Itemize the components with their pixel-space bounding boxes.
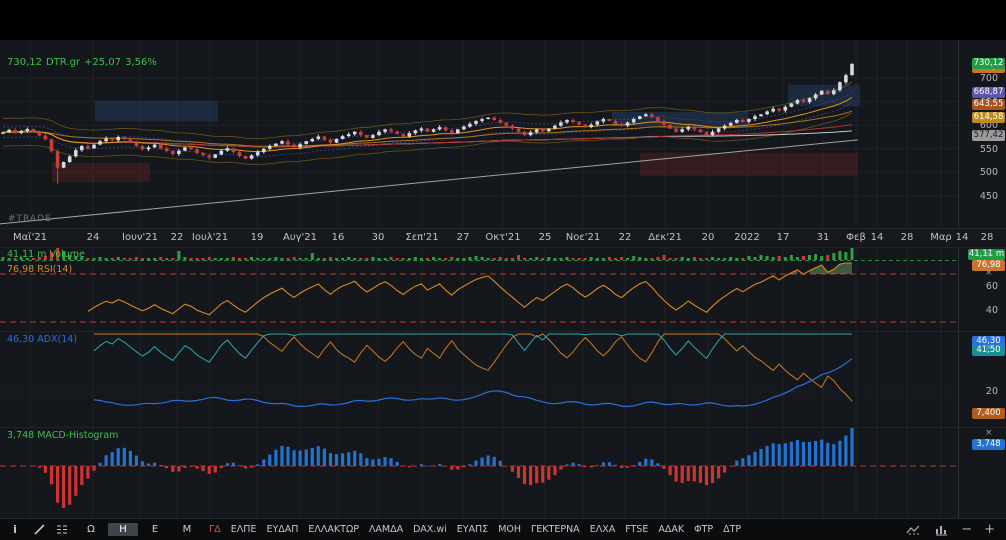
x-axis-label: 16 [331, 232, 345, 243]
symbol-legend: 730,12 DTR.gr +25,07 3,56% [7, 57, 161, 68]
watermark: #TRADE [8, 214, 52, 224]
price-chart-pane[interactable]: 730,12 DTR.gr +25,07 3,56% #TRADE [0, 40, 1006, 228]
ticker-item-ΕΛΠΕ[interactable]: ΕΛΠΕ [230, 524, 257, 535]
macd-canvas[interactable] [0, 428, 958, 518]
close-indicator-icon[interactable]: × [985, 343, 993, 353]
macd-label: 3,748 MACD-Histogram [7, 430, 119, 441]
tab-Μ[interactable]: Μ [182, 524, 192, 535]
close-indicator-icon[interactable]: × [985, 268, 993, 278]
pencil-icon[interactable] [28, 521, 50, 538]
ticker-item-FTSE[interactable]: FTSE [625, 524, 649, 535]
ticker-item-ΕΥΑΠΣ[interactable]: ΕΥΑΠΣ [456, 524, 489, 535]
x-axis-label: 20 [701, 232, 715, 243]
ticker-item-ΔΤΡ[interactable]: ΔΤΡ [723, 524, 742, 535]
tab-Η[interactable]: Η [108, 523, 138, 536]
x-axis-label: 22 [618, 232, 632, 243]
histogram-icon[interactable] [930, 521, 952, 538]
x-axis-label: 31 [816, 232, 830, 243]
last-price: 730,12 [7, 57, 42, 68]
tab-Ε[interactable]: Ε [151, 524, 159, 535]
ticker-item-ΕΛΧΑ[interactable]: ΕΛΧΑ [589, 524, 616, 535]
x-axis-label: Μαϊ'21 [12, 232, 48, 243]
main-chart-canvas[interactable] [0, 40, 958, 228]
x-axis-label: Σεπ'21 [405, 232, 439, 243]
rsi-label: 76,98 RSI(14) [7, 264, 73, 275]
x-axis-label: Δεκ'21 [648, 232, 682, 243]
volume-canvas[interactable] [0, 248, 958, 261]
list-icon[interactable] [52, 521, 74, 538]
ticker-item-ΜΟΗ[interactable]: ΜΟΗ [498, 524, 522, 535]
x-axis-label: 28 [900, 232, 914, 243]
volume-pane[interactable] [0, 248, 1006, 261]
x-axis-label: 14 [870, 232, 884, 243]
x-axis-label: 30 [371, 232, 385, 243]
x-axis-label: 17 [776, 232, 790, 243]
x-axis-label: Φεβ [846, 232, 866, 243]
x-axis-label: Ιουν'21 [122, 232, 158, 243]
ticker-item-ΓΕΚΤΕΡΝΑ[interactable]: ΓΕΚΤΕΡΝΑ [531, 524, 580, 535]
x-axis-label: 28 [980, 232, 994, 243]
x-axis-label: 14 [955, 232, 969, 243]
rsi-canvas[interactable] [0, 261, 958, 331]
x-axis-label: Μαρ [930, 232, 952, 243]
zoom-in-button[interactable]: + [984, 522, 995, 537]
chart-type-icon[interactable] [902, 521, 924, 538]
x-axis-label: 19 [250, 232, 264, 243]
ticker-item-ΦΤΡ[interactable]: ΦΤΡ [694, 524, 714, 535]
time-axis[interactable]: Μαϊ'21 24 Ιουν'21 22 Ιουλ'21 19 Αυγ'21 16 30 Σεπ'… [0, 228, 1006, 248]
price-change: +25,07 [84, 57, 122, 68]
x-axis-label: 24 [86, 232, 100, 243]
volume-label: 41,11 m Volume [7, 249, 85, 260]
adx-canvas[interactable] [0, 332, 958, 427]
ticker-strip: ΓΔ ΕΛΠΕ ΕΥΔΑΠ ΕΛΛΑΚΤΩΡ ΛΑΜΔΑ DAX.wi ΕΥΑΠΣ ΜΟΗ ΓΕ… [204, 523, 746, 536]
adx-label: 46,30 ADX(14) [7, 334, 78, 345]
x-axis-label: 25 [538, 232, 552, 243]
close-indicator-icon[interactable]: × [985, 250, 993, 260]
x-axis-label: Ιουλ'21 [191, 232, 229, 243]
ticker-item-ΕΥΔΑΠ[interactable]: ΕΥΔΑΠ [266, 524, 299, 535]
x-axis-label: 22 [170, 232, 184, 243]
ticker-item-ΑΔΑΚ[interactable]: ΑΔΑΚ [658, 524, 685, 535]
close-indicator-icon[interactable]: × [985, 428, 993, 438]
tab-Ω[interactable]: Ω [87, 524, 95, 535]
x-axis-label: Οκτ'21 [485, 232, 521, 243]
x-axis-label: Αυγ'21 [282, 232, 318, 243]
price-scale[interactable] [958, 40, 1006, 518]
bottom-toolbar: i Ω Η Ε Μ ΓΔ ΕΛΠΕ ΕΥΔΑΠ ΕΛΛΑΚΤΩΡ ΛΑΜΔΑ DAX.wi ΕΥΑ… [0, 518, 1006, 540]
rsi-pane[interactable] [0, 261, 1006, 331]
symbol-name: DTR.gr [46, 57, 81, 68]
ticker-item-ΓΔ[interactable]: ΓΔ [209, 524, 221, 535]
adx-pane[interactable] [0, 331, 1006, 427]
ticker-item-ΕΛΛΑΚΤΩΡ[interactable]: ΕΛΛΑΚΤΩΡ [308, 524, 359, 535]
x-axis-label: 27 [456, 232, 470, 243]
ticker-item-DAX.wi[interactable]: DAX.wi [413, 524, 447, 535]
x-axis-label: 2022 [734, 232, 760, 243]
price-change-pct: 3,56% [125, 57, 157, 68]
zoom-out-button[interactable]: − [961, 522, 973, 537]
x-axis-label: Νοε'21 [565, 232, 601, 243]
macd-pane[interactable] [0, 427, 1006, 518]
info-icon[interactable]: i [13, 523, 17, 536]
ticker-item-ΛΑΜΔΑ[interactable]: ΛΑΜΔΑ [368, 524, 404, 535]
